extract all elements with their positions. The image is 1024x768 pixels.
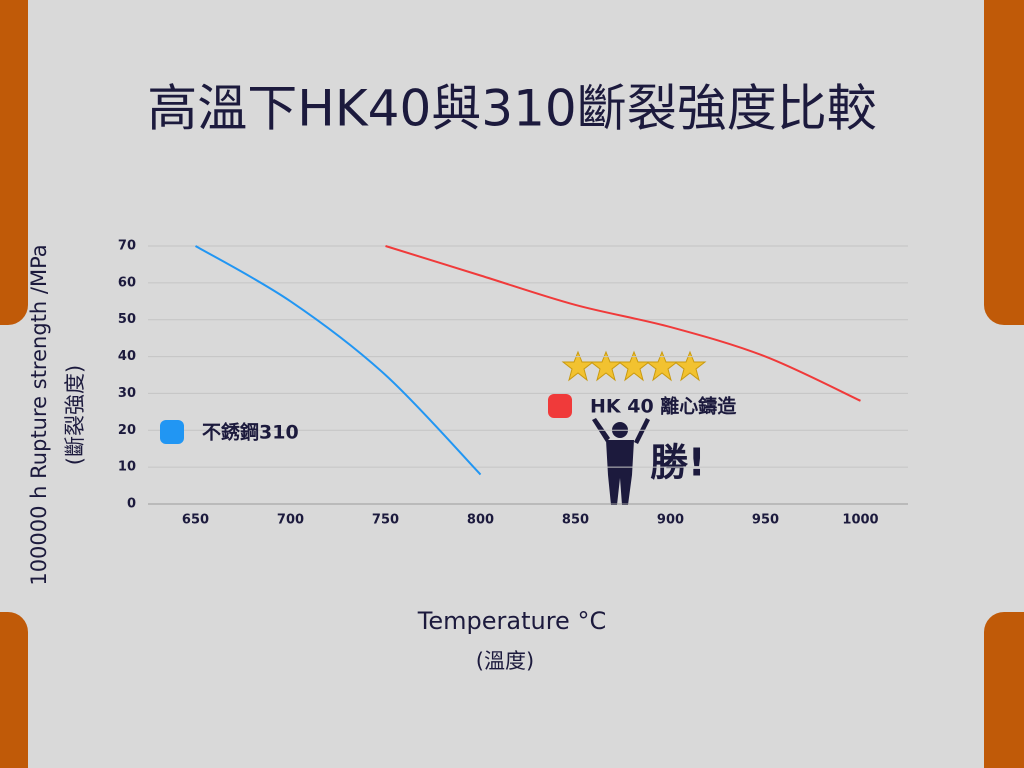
side-decoration	[984, 0, 1024, 325]
legend-label: 不銹鋼310	[202, 421, 299, 444]
side-decoration	[984, 612, 1024, 768]
data-line	[194, 245, 482, 476]
y-tick-label: 20	[118, 423, 136, 438]
x-tick-label: 850	[562, 513, 589, 528]
x-tick-label: 650	[182, 513, 209, 528]
y-tick-label: 70	[118, 239, 136, 254]
x-tick-label: 700	[277, 513, 304, 528]
x-axis-label: (溫度)	[476, 649, 534, 673]
x-tick-label: 950	[752, 513, 779, 528]
y-axis-label: (斷裂強度)	[63, 365, 87, 465]
y-axis-label: 100000 h Rupture strength /MPa	[27, 244, 51, 585]
annotation: 勝!	[650, 441, 705, 485]
y-tick-label: 50	[118, 312, 136, 327]
stars	[561, 350, 707, 382]
chart-title: 高溫下HK40與310斷裂強度比較	[147, 80, 876, 138]
y-tick-label: 60	[118, 275, 136, 290]
side-decoration	[0, 0, 28, 325]
x-tick-label: 750	[372, 513, 399, 528]
y-tick-label: 40	[118, 349, 136, 364]
x-tick-label: 900	[657, 513, 684, 528]
data-line	[385, 245, 861, 402]
legend-label: HK 40 離心鑄造	[590, 395, 737, 418]
winner-figure	[592, 418, 650, 505]
legend-marker	[160, 420, 184, 444]
x-axis-label: Temperature °C	[417, 607, 606, 635]
side-decoration	[0, 612, 28, 768]
y-tick-label: 30	[118, 386, 136, 401]
x-tick-label: 1000	[842, 513, 878, 528]
legend-marker	[548, 394, 572, 418]
y-tick-label: 0	[127, 497, 136, 512]
y-tick-label: 10	[118, 460, 136, 475]
x-tick-label: 800	[467, 513, 494, 528]
